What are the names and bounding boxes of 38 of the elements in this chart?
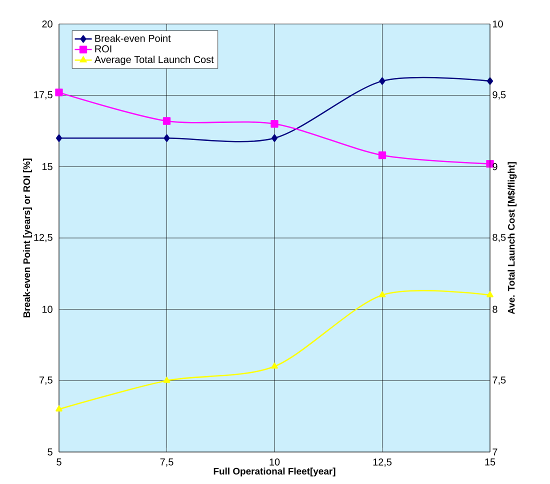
point	[378, 151, 386, 160]
y-tick-label: 10	[42, 306, 52, 313]
y2-tick-label: 7,5	[492, 376, 506, 385]
y-tick-label: 5	[48, 448, 52, 456]
y2-tick-label: 9,5	[492, 91, 506, 100]
y-tick-label: 17,5	[34, 91, 52, 100]
y2-tick-label: 7	[492, 448, 498, 456]
point	[163, 376, 170, 383]
x-tick-label: 5	[56, 458, 62, 466]
y2-tick-label: 8,5	[492, 234, 506, 242]
point	[164, 134, 170, 142]
y2-tick-label: 8	[492, 306, 498, 313]
legend-label: Average Total Launch Cost	[94, 56, 214, 66]
y-tick-label: 15	[42, 163, 52, 170]
y2-tick-label: 9	[492, 163, 498, 170]
point	[55, 88, 63, 96]
point	[270, 120, 278, 128]
x-axis-title: Full Operational Fleet[year]	[214, 468, 336, 476]
y-tick-label: 7,5	[39, 376, 52, 385]
point	[486, 291, 494, 298]
y2-tick-label: 10	[492, 20, 503, 28]
point	[378, 291, 386, 298]
y-tick-label: 12,5	[34, 234, 52, 242]
point	[56, 405, 62, 412]
point	[379, 77, 386, 85]
point	[271, 362, 278, 369]
x-tick-label: 15	[485, 458, 496, 466]
legend-label: Break-even Point	[95, 34, 171, 42]
legend-label: ROI	[95, 45, 112, 52]
y-axis-title: Break-even Point [years] or ROI [%]	[23, 158, 32, 318]
x-tick-label: 12,5	[373, 458, 392, 467]
x-tick-label: 10	[270, 458, 280, 466]
y-tick-label: 20	[42, 20, 52, 28]
point	[271, 134, 278, 142]
x-tick-label: 7,5	[160, 458, 174, 467]
point	[56, 134, 62, 142]
point	[162, 117, 171, 125]
y2-axis-title: Ave. Total Launch Cost [M$/flight]	[508, 162, 517, 314]
